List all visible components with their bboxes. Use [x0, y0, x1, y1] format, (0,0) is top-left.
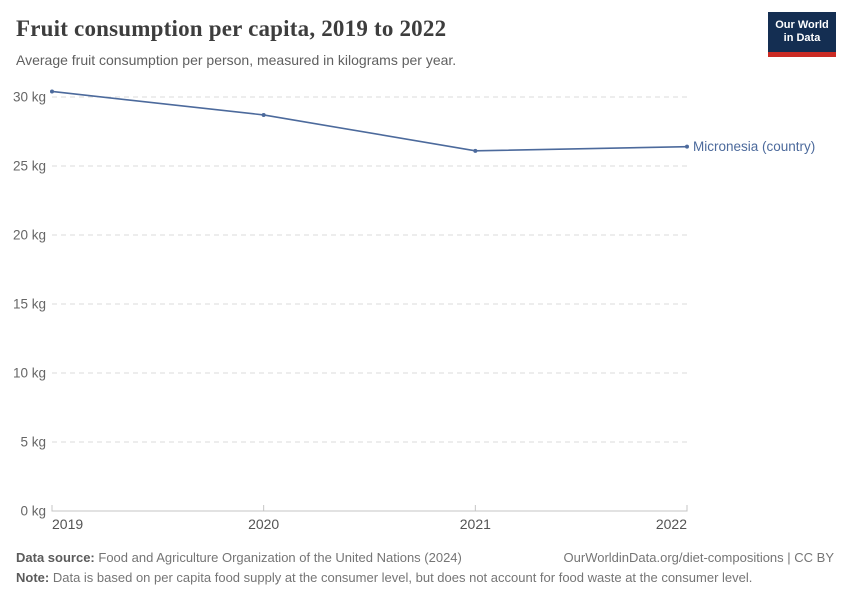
series-end-label[interactable]: Micronesia (country) — [693, 139, 815, 154]
y-axis-label-30: 30 kg — [13, 90, 46, 105]
owid-logo-line2: in Data — [783, 32, 821, 44]
y-axis-label-20: 20 kg — [13, 228, 46, 243]
data-point-marker[interactable] — [473, 148, 478, 153]
attribution-link[interactable]: OurWorldinData.org/diet-compositions | C… — [563, 550, 834, 565]
data-source-text: Data source: Food and Agriculture Organi… — [16, 548, 462, 568]
data-point-marker[interactable] — [261, 112, 266, 117]
y-axis-label-10: 10 kg — [13, 366, 46, 381]
data-source-label: Data source: — [16, 550, 95, 565]
y-axis-label-15: 15 kg — [13, 297, 46, 312]
chart-subtitle: Average fruit consumption per person, me… — [16, 52, 457, 68]
data-source-value: Food and Agriculture Organization of the… — [98, 550, 462, 565]
data-point-marker[interactable] — [685, 144, 689, 149]
data-point-marker[interactable] — [50, 89, 54, 94]
footer-source-row: Data source: Food and Agriculture Organi… — [16, 548, 834, 568]
note-text: Data is based on per capita food supply … — [52, 570, 753, 585]
y-axis-label-5: 5 kg — [20, 435, 46, 450]
y-axis-label-25: 25 kg — [13, 159, 46, 174]
chart-footer: Data source: Food and Agriculture Organi… — [16, 548, 834, 588]
note-label: Note: — [16, 570, 50, 585]
x-axis-label-2019: 2019 — [52, 516, 83, 532]
page-title: Fruit consumption per capita, 2019 to 20… — [16, 16, 447, 41]
x-axis-label-2022: 2022 — [656, 516, 687, 532]
footer-note-row: Note: Data is based on per capita food s… — [16, 568, 834, 588]
x-axis-label-2020: 2020 — [248, 516, 279, 532]
owid-logo[interactable]: Our World in Data — [768, 12, 836, 57]
owid-logo-line1: Our World — [775, 19, 829, 31]
y-axis-label-0: 0 kg — [20, 504, 46, 519]
series-line-Micronesia (country)[interactable] — [51, 90, 688, 152]
x-axis-label-2021: 2021 — [460, 516, 491, 532]
